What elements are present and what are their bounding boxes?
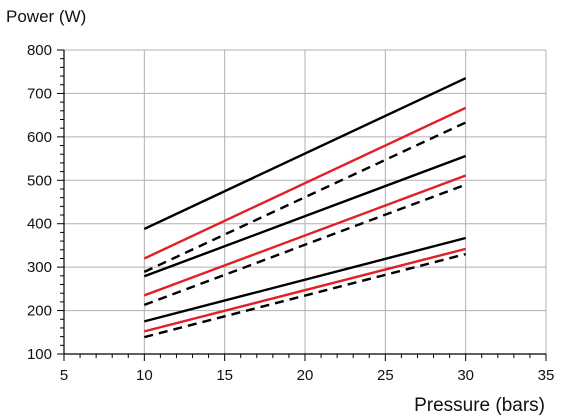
y-tick-label-600: 600 <box>27 129 52 146</box>
axes <box>57 49 547 361</box>
series-lines <box>143 77 467 339</box>
series-line-4-black-solid <box>143 154 467 278</box>
x-tick-label-30: 30 <box>457 367 474 384</box>
x-tick-label-15: 15 <box>216 367 233 384</box>
y-tick-label-200: 200 <box>27 303 52 320</box>
x-tick-label-10: 10 <box>136 367 153 384</box>
y-axis-title: Power (W) <box>6 7 86 26</box>
series-line-2-red-solid <box>143 106 467 260</box>
series-line-5-red-solid <box>143 174 467 297</box>
x-tick-label-25: 25 <box>377 367 394 384</box>
series-line-9-black-dashed <box>143 252 467 339</box>
x-axis-title: Pressure (bars) <box>414 395 545 416</box>
y-tick-label-300: 300 <box>27 259 52 276</box>
grid-lines <box>64 49 547 354</box>
y-tick-label-800: 800 <box>27 42 52 59</box>
y-tick-label-700: 700 <box>27 85 52 102</box>
x-tick-label-5: 5 <box>60 367 68 384</box>
y-tick-label-400: 400 <box>27 216 52 233</box>
series-line-6-black-dashed <box>143 183 467 307</box>
x-tick-label-35: 35 <box>538 367 555 384</box>
x-tick-label-20: 20 <box>297 367 314 384</box>
y-tick-label-500: 500 <box>27 172 52 189</box>
tick-labels: 100 200 300 400 500 600 700 800 5 10 15 20 25 30 35 <box>27 42 554 384</box>
series-line-7-black-solid <box>143 236 467 323</box>
y-tick-label-100: 100 <box>27 346 52 363</box>
series-line-8-red-solid <box>144 247 466 333</box>
series-line-1-black-solid <box>143 77 467 230</box>
